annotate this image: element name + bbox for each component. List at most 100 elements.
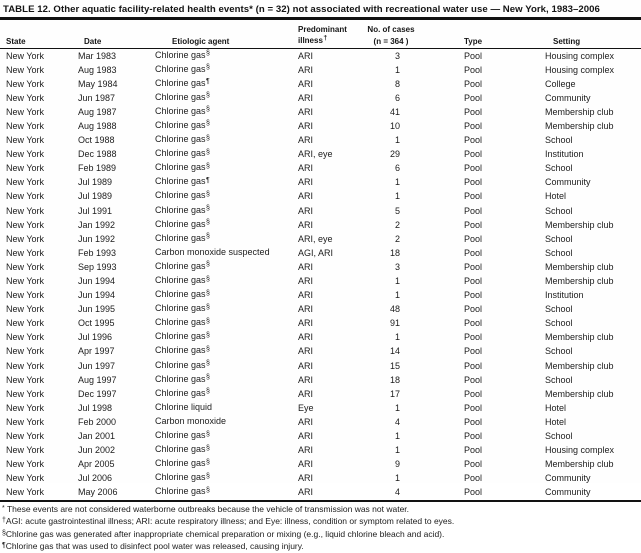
cell-date: Jun 1994: [78, 276, 116, 286]
table-row: New York Feb 1993 Carbon monoxide suspec…: [0, 246, 641, 260]
cell-illness: ARI, eye: [298, 149, 333, 160]
cell-illness: ARI: [298, 487, 314, 498]
cell-etiologic-agent: Chlorine gas§: [150, 204, 296, 218]
agent-footnote-superscript: §: [206, 458, 210, 466]
footnote-text: AGI: acute gastrointestinal illness; ARI…: [5, 516, 455, 527]
footnote-marker: §: [2, 529, 6, 537]
agent-footnote-superscript: §: [206, 120, 210, 128]
cell-state: New York: [6, 78, 45, 89]
cell-etiologic-agent: Chlorine gas§: [150, 189, 296, 203]
cell-setting: Community: [545, 473, 591, 484]
agent-label: Chlorine gas: [155, 359, 206, 370]
cell-illness: ARI: [298, 120, 314, 131]
cell-cases: 29: [389, 149, 400, 160]
table-row: New York Jun 1992 Chlorine gas§ ARI, eye…: [0, 232, 641, 246]
table-page: TABLE 12. Other aquatic facility-related…: [0, 4, 641, 552]
cell-cases: 1: [394, 276, 400, 286]
table-row: New York Aug 1988 Chlorine gas§ ARI 10 P…: [0, 119, 641, 133]
table-row: New York Jun 1987 Chlorine gas§ ARI 6 Po…: [0, 91, 641, 105]
footnotes: * These events are not considered waterb…: [0, 502, 641, 553]
agent-footnote-superscript: §: [206, 374, 210, 382]
cell-type: Pool: [463, 431, 482, 442]
table-row: New York May 2006 Chlorine gas§ ARI 4 Po…: [0, 485, 641, 499]
agent-footnote-superscript: §: [206, 303, 210, 311]
footnote-text: These events are not considered waterbor…: [4, 503, 410, 514]
agent-label: Carbon monoxide suspected: [155, 246, 270, 257]
agent-label: Chlorine gas: [155, 289, 206, 300]
agent-footnote-superscript: §: [206, 261, 210, 269]
cell-illness: ARI: [298, 50, 314, 61]
table-row: New York Sep 1993 Chlorine gas§ ARI 3 Po…: [0, 260, 641, 274]
cell-setting: Membership club: [545, 261, 614, 272]
cell-type: Pool: [463, 120, 482, 131]
cell-state: New York: [6, 50, 45, 61]
cell-setting: School: [545, 374, 573, 385]
cell-setting: Membership club: [545, 106, 614, 117]
table-row: New York Jul 1998 Chlorine liquid Eye 1 …: [0, 401, 641, 415]
cell-date: Jun 2002: [78, 445, 116, 456]
dagger-superscript: †: [323, 35, 328, 42]
header-spacer: [420, 20, 526, 35]
cell-type: Pool: [463, 191, 482, 202]
agent-label: Chlorine gas: [155, 63, 206, 74]
table-row: New York Jun 2002 Chlorine gas§ ARI 1 Po…: [0, 443, 641, 457]
cell-illness: ARI: [298, 219, 314, 230]
cell-type: Pool: [463, 276, 482, 286]
cell-type: Pool: [463, 318, 482, 329]
cell-cases: 8: [394, 78, 400, 89]
header-spacer: [150, 20, 296, 35]
cell-date: Feb 1989: [78, 163, 117, 174]
cell-etiologic-agent: Chlorine gas§: [150, 330, 296, 344]
table-row: New York Jun 1995 Chlorine gas§ ARI 48 P…: [0, 302, 641, 316]
cell-date: Jun 1987: [78, 92, 116, 103]
table-row: New York Jun 1994 Chlorine gas§ ARI 1 Po…: [0, 288, 641, 302]
cell-etiologic-agent: Carbon monoxide suspected: [150, 246, 296, 260]
agent-footnote-superscript: §: [206, 64, 210, 72]
footnote: §Chlorine gas was generated after inappr…: [2, 529, 641, 541]
cell-etiologic-agent: Chlorine gas§: [150, 232, 296, 246]
health-events-table: Predominant No. of cases State Date Etio…: [0, 20, 641, 500]
col-header-state: State: [0, 34, 72, 49]
cell-illness: ARI: [298, 459, 314, 470]
cell-cases: 1: [394, 332, 400, 343]
cell-type: Pool: [463, 205, 482, 216]
cell-state: New York: [6, 445, 45, 456]
cell-state: New York: [6, 473, 45, 484]
cell-date: Feb 2000: [78, 416, 117, 427]
cell-setting: School: [545, 163, 573, 174]
cell-setting: School: [545, 431, 573, 442]
cell-date: Jan 1992: [78, 219, 116, 230]
cell-cases: 1: [394, 402, 400, 413]
cell-state: New York: [6, 149, 45, 160]
cell-cases: 1: [394, 135, 400, 146]
cell-illness: AGI, ARI: [298, 247, 334, 258]
cell-setting: Hotel: [545, 402, 567, 413]
cell-cases: 1: [394, 290, 400, 301]
cell-cases: 2: [394, 219, 400, 230]
table-row: New York Aug 1983 Chlorine gas§ ARI 1 Po…: [0, 63, 641, 77]
cell-etiologic-agent: Chlorine gas§: [150, 288, 296, 302]
cell-date: Feb 1993: [78, 247, 117, 258]
cell-date: Aug 1997: [78, 374, 117, 385]
agent-footnote-superscript: §: [206, 205, 210, 213]
agent-label: Chlorine gas: [155, 105, 206, 116]
cell-illness: ARI: [298, 431, 314, 442]
table-row: New York Jul 1996 Chlorine gas§ ARI 1 Po…: [0, 330, 641, 344]
cell-state: New York: [6, 247, 45, 258]
agent-footnote-superscript: §: [206, 92, 210, 100]
cell-date: Dec 1988: [78, 149, 117, 160]
cell-type: Pool: [463, 416, 482, 427]
cell-etiologic-agent: Chlorine gas§: [150, 161, 296, 175]
cell-date: Jul 1989: [78, 177, 113, 188]
agent-label: Chlorine gas: [155, 232, 206, 243]
cell-date: Jun 1995: [78, 304, 116, 315]
cell-state: New York: [6, 304, 45, 315]
agent-label: Carbon monoxide: [155, 415, 227, 426]
table-row: New York Oct 1988 Chlorine gas§ ARI 1 Po…: [0, 133, 641, 147]
illness-label: illness: [298, 35, 323, 45]
cell-setting: Hotel: [545, 191, 567, 202]
table-row: New York Jul 2006 Chlorine gas§ ARI 1 Po…: [0, 471, 641, 485]
cell-etiologic-agent: Chlorine gas§: [150, 260, 296, 274]
header-row-2: State Date Etiologic agent illness† (n =…: [0, 34, 641, 49]
agent-footnote-superscript: §: [206, 317, 210, 325]
